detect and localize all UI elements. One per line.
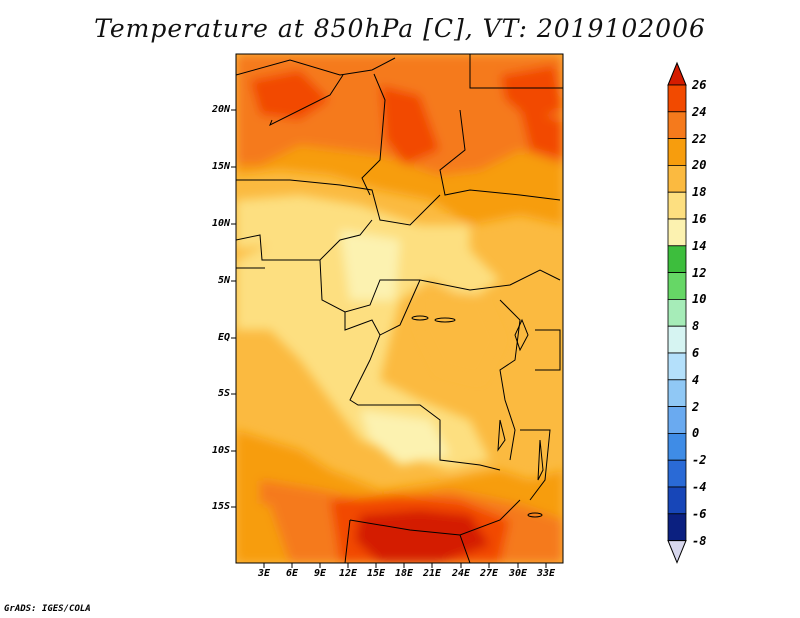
lon-label: 15E: [366, 568, 386, 579]
colorbar-label: 16: [692, 212, 707, 226]
map-title: Temperature at 850hPa [C], VT: 201910200…: [94, 14, 706, 43]
lat-label: 15N: [211, 161, 230, 172]
lon-label: 21E: [422, 568, 442, 579]
lat-label: 10N: [211, 218, 230, 229]
lat-label: 5S: [217, 388, 230, 399]
lon-label: 3E: [257, 568, 271, 579]
colorbar-label: 12: [692, 265, 707, 280]
colorbar-swatch: [667, 138, 687, 166]
lon-label: 30E: [508, 568, 528, 579]
colorbar-label: 22: [692, 131, 707, 146]
colorbar-swatch: [667, 191, 687, 220]
lat-label: EQ: [217, 332, 230, 343]
colorbar-top-arrow: [667, 61, 687, 86]
colorbar-label: 6: [692, 346, 700, 360]
lon-label: 24E: [451, 568, 471, 579]
lat-label: 20N: [211, 104, 230, 115]
colorbar-swatch: [667, 352, 687, 381]
lat-label: 5N: [217, 275, 230, 286]
colorbar-bottom-arrow: [667, 540, 687, 564]
colorbar-swatch: [667, 459, 687, 488]
colorbar: [667, 61, 687, 564]
colorbar-swatch: [667, 432, 687, 461]
colorbar-label: -6: [692, 506, 707, 521]
colorbar-swatch: [667, 379, 687, 407]
colorbar-label: -8: [692, 533, 707, 548]
colorbar-swatch: [667, 84, 687, 113]
colorbar-label: 2: [692, 399, 700, 414]
colorbar-label: 26: [692, 78, 707, 92]
colorbar-swatch: [667, 486, 687, 515]
colorbar-swatch: [667, 218, 687, 247]
colorbar-label: 24: [692, 104, 707, 119]
colorbar-label: 18: [692, 185, 707, 200]
colorbar-swatch: [667, 513, 687, 541]
colorbar-label: -2: [692, 453, 707, 468]
colorbar-label: 0: [692, 426, 700, 441]
colorbar-swatch: [667, 272, 687, 300]
lon-label: 12E: [338, 568, 358, 579]
colorbar-label: 14: [692, 238, 707, 253]
colorbar-swatch: [667, 164, 687, 193]
lon-label: 18E: [394, 568, 414, 579]
colorbar-label: -4: [692, 480, 707, 494]
lon-label: 9E: [313, 568, 327, 579]
lon-label: 6E: [285, 568, 299, 579]
colorbar-swatch: [667, 298, 687, 327]
temperature-field: [236, 54, 563, 563]
lon-label: 33E: [536, 568, 556, 579]
lon-label: 27E: [479, 568, 499, 579]
credit-text: GrADS: IGES/COLA: [4, 604, 91, 614]
colorbar-label: 8: [692, 319, 700, 334]
colorbar-label: 4: [692, 372, 700, 387]
map-frame: [235, 53, 564, 564]
colorbar-swatch: [667, 406, 687, 434]
colorbar-swatch: [667, 325, 687, 354]
colorbar-swatch: [667, 245, 687, 274]
colorbar-label: 10: [692, 292, 707, 307]
colorbar-swatch: [667, 111, 687, 140]
lat-label: 10S: [211, 445, 230, 456]
lat-label: 15S: [211, 501, 230, 512]
colorbar-label: 20: [692, 158, 707, 173]
